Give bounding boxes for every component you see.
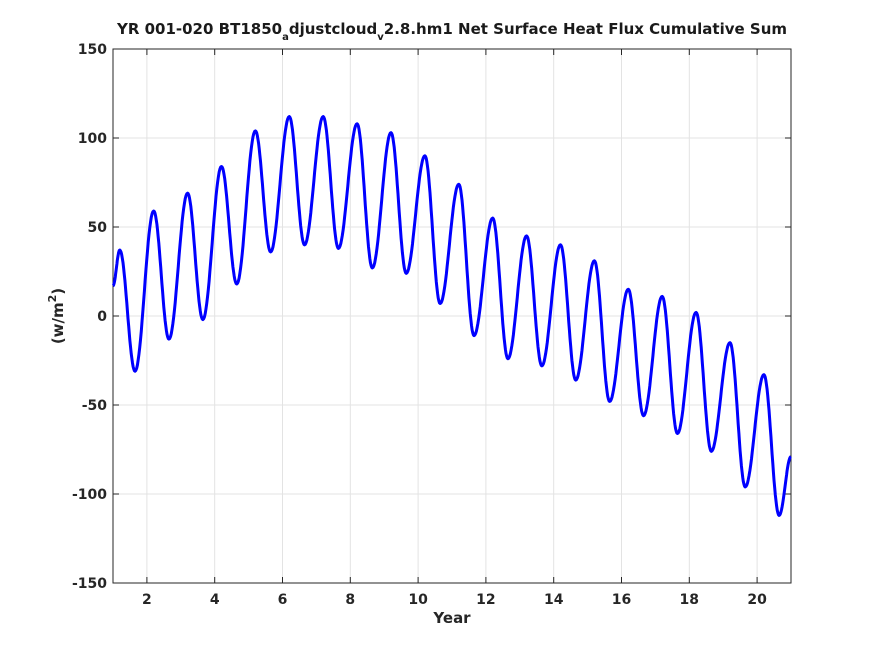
x-tick-label: 20 xyxy=(747,592,767,608)
series-line xyxy=(111,115,792,517)
x-axis-label: Year xyxy=(432,609,471,627)
y-tick-label: -50 xyxy=(82,398,108,414)
y-axis-label: (w/m2) xyxy=(46,288,67,344)
y-tick-label: 0 xyxy=(97,309,107,325)
x-tick-label: 10 xyxy=(408,592,428,608)
chart-title: YR 001-020 BT1850adjustcloudv2.8.hm1 Net… xyxy=(116,20,787,43)
y-tick-label: -150 xyxy=(72,576,107,592)
y-tick-label: -100 xyxy=(72,487,107,503)
ylabel-main: (w/m xyxy=(49,302,67,344)
grid-lines xyxy=(113,48,791,584)
ylabel-sup: 2 xyxy=(46,295,59,303)
y-tick-label: 150 xyxy=(78,42,107,58)
x-tick-labels: 2 4 6 8 10 12 14 16 18 20 xyxy=(142,592,767,608)
x-tick-label: 2 xyxy=(142,592,152,608)
x-tick-label: 6 xyxy=(278,592,288,608)
title-part-mid: djustcloud xyxy=(289,20,377,38)
title-part-end: 2.8.hm1 Net Surface Heat Flux Cumulative… xyxy=(384,20,787,38)
title-part-sub2: v xyxy=(377,32,384,43)
y-tick-label: 50 xyxy=(88,220,108,236)
x-tick-label: 16 xyxy=(612,592,631,608)
title-part-sub1: a xyxy=(282,32,289,43)
ylabel-end: ) xyxy=(49,288,67,295)
x-tick-label: 4 xyxy=(210,592,220,608)
title-part-main: YR 001-020 BT1850 xyxy=(116,20,282,38)
y-tick-labels: -150 -100 -50 0 50 100 150 xyxy=(72,42,107,592)
y-tick-label: 100 xyxy=(78,131,107,147)
x-tick-label: 18 xyxy=(680,592,699,608)
axis-ticks xyxy=(113,48,791,584)
x-tick-label: 14 xyxy=(544,592,564,608)
x-tick-label: 8 xyxy=(345,592,355,608)
x-tick-label: 12 xyxy=(476,592,495,608)
